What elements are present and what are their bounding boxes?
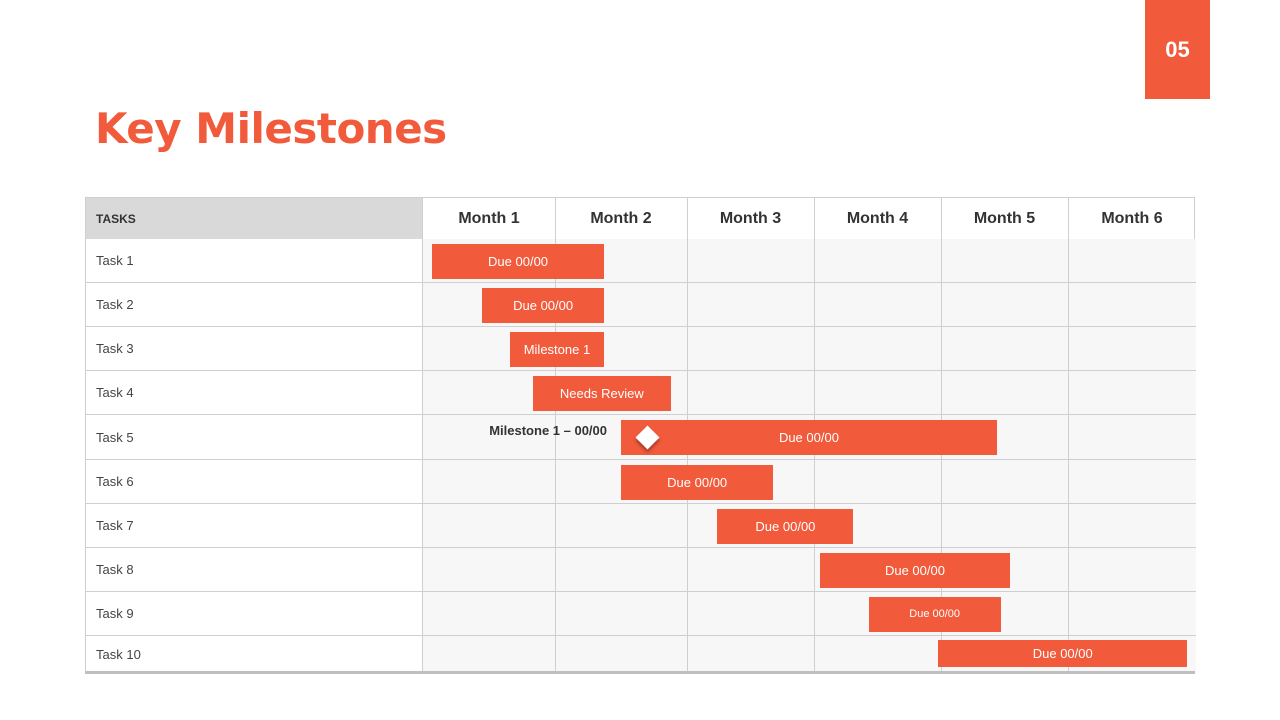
gantt-chart: TASKS Month 1 Month 2 Month 3 Month 4 Month … <box>85 197 1196 673</box>
month-header-1: Month 1 <box>458 209 520 227</box>
task-bar: Due 00/00 <box>868 596 1001 632</box>
header-divider <box>687 198 688 239</box>
task-row: Task 3 <box>86 327 1196 371</box>
timeline-area <box>423 548 1196 591</box>
task-row: Task 7 <box>86 504 1196 548</box>
task-label: Task 5 <box>86 415 423 459</box>
header-divider <box>1068 198 1069 239</box>
task-label: Task 4 <box>86 371 423 414</box>
task-bar: Due 00/00 <box>820 552 1010 588</box>
month-header-4: Month 4 <box>846 209 909 227</box>
month-divider <box>1068 198 1069 671</box>
month-header-3: Month 3 <box>719 209 782 227</box>
task-bar: Needs Review <box>532 375 672 411</box>
task-row: Task 8 <box>86 548 1196 592</box>
page-number: 05 <box>1165 36 1190 62</box>
page-title: Key Milestones <box>95 104 447 153</box>
task-bar: Due 00/00 <box>938 640 1188 667</box>
task-label: Task 1 <box>86 239 423 282</box>
milestone-label: Milestone 1 – 00/00 <box>489 423 607 438</box>
task-row: Task 6 <box>86 460 1196 504</box>
month-divider <box>555 198 556 671</box>
task-bar: Due 00/00 <box>621 420 997 455</box>
tasks-column-header: TASKS <box>86 198 423 239</box>
task-bar: Due 00/00 <box>432 243 604 279</box>
header-divider <box>941 198 942 239</box>
header-row: TASKS Month 1 Month 2 Month 3 Month 4 Month … <box>86 198 1194 240</box>
task-label: Task 6 <box>86 460 423 503</box>
task-label: Task 2 <box>86 283 423 326</box>
month-header-5: Month 5 <box>973 209 1036 227</box>
table-bottom-border <box>85 671 1195 674</box>
task-row: Task 2 <box>86 283 1196 327</box>
task-row: Task 1 <box>86 239 1196 283</box>
month-header-2: Month 2 <box>590 209 652 227</box>
task-bar: Milestone 1 <box>510 331 604 367</box>
header-divider <box>814 198 815 239</box>
task-label: Task 10 <box>86 636 423 673</box>
task-row: Task 9 <box>86 592 1196 636</box>
task-label: Task 7 <box>86 504 423 547</box>
timeline-area <box>423 592 1196 635</box>
page-number-badge: 05 <box>1145 0 1210 99</box>
task-label: Task 8 <box>86 548 423 591</box>
task-bar: Due 00/00 <box>717 508 854 544</box>
month-header-6: Month 6 <box>1101 209 1163 227</box>
task-label: Task 3 <box>86 327 423 370</box>
timeline-area <box>423 460 1196 503</box>
header-divider <box>555 198 556 239</box>
task-bar: Due 00/00 <box>621 464 774 500</box>
task-label: Task 9 <box>86 592 423 635</box>
task-bar: Due 00/00 <box>482 287 604 323</box>
